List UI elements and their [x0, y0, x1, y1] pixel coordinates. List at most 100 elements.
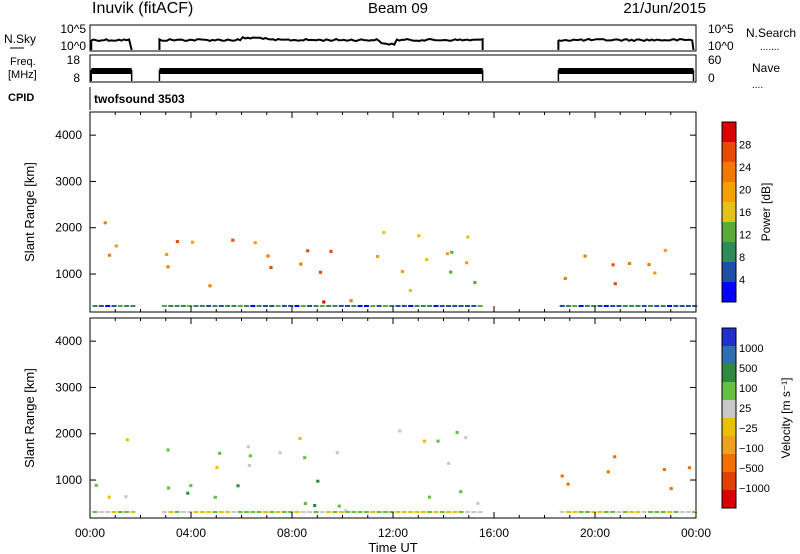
heatmap-cell [382, 511, 388, 513]
heatmap-cell [439, 511, 445, 513]
colorbar-swatch [722, 262, 736, 282]
heatmap-cell [613, 455, 617, 459]
heatmap-cell [332, 305, 338, 307]
heatmap-cell [395, 511, 401, 513]
colorbar-tick-label: 16 [739, 207, 751, 219]
heatmap-cell [477, 511, 483, 513]
heatmap-cell [560, 474, 564, 478]
heatmap-cell [420, 305, 426, 307]
heatmap-cell [247, 464, 251, 467]
heatmap-cell [446, 305, 451, 307]
freq-trace [90, 68, 695, 81]
heatmap-cell [300, 511, 306, 513]
freq-label: Freq. [10, 56, 36, 68]
heatmap-cell [654, 305, 660, 307]
heatmap-cell [679, 511, 685, 513]
heatmap-cell [105, 305, 111, 307]
x-tick-label: 00:00 [75, 526, 105, 540]
heatmap-cell [439, 305, 445, 307]
freq-unit: [MHz] [8, 69, 37, 81]
heatmap-cell [641, 305, 647, 307]
heatmap-cell [117, 511, 123, 513]
heatmap-cell [187, 305, 193, 307]
heatmap-cell [452, 511, 458, 513]
heatmap-cell [225, 305, 231, 307]
heatmap-cell [248, 454, 252, 458]
heatmap-cell [332, 511, 338, 513]
heatmap-cell [218, 511, 224, 513]
heatmap-cell [307, 511, 313, 513]
heatmap-cell [349, 299, 353, 303]
heatmap-cell [307, 305, 313, 307]
heatmap-cell [667, 511, 672, 513]
y-tick-label: 4000 [55, 334, 82, 348]
heatmap-cell [591, 305, 597, 307]
heatmap-cell [124, 495, 128, 499]
nave-label: Nave [752, 61, 780, 75]
heatmap-cell [357, 305, 363, 307]
heatmap-cell [364, 305, 369, 307]
heatmap-cell [103, 221, 107, 225]
heatmap-cell [578, 511, 584, 513]
heatmap-cell [414, 511, 420, 513]
heatmap-cell [616, 305, 622, 307]
heatmap-cell [420, 511, 426, 513]
heatmap-cell [193, 305, 199, 307]
heatmap-cell [98, 305, 104, 307]
heatmap-cell [92, 305, 98, 307]
heatmap-cell [208, 284, 212, 288]
heatmap-cell [199, 305, 205, 307]
heatmap-cell [669, 487, 673, 491]
heatmap-cell [445, 252, 450, 256]
heatmap-cell [338, 305, 344, 307]
heatmap-cell [597, 511, 603, 513]
heatmap-cell [566, 511, 571, 513]
heatmap-cell [663, 248, 667, 252]
heatmap-cell [288, 511, 294, 513]
heatmap-cell [187, 511, 193, 513]
heatmap-cell [275, 305, 281, 307]
heatmap-cell [465, 511, 470, 513]
x-tick-labels: 00:00 04:00 08:00 12:00 16:00 20:00 00:00 [75, 526, 711, 540]
date-title: 21/Jun/2015 [623, 0, 706, 17]
heatmap-cell [603, 305, 609, 307]
heatmap-cell [199, 511, 205, 513]
freq-segment [558, 68, 694, 74]
heatmap-cell [162, 511, 167, 513]
power-panel: Slant Range [km] 1000 2000 3000 4000 [22, 111, 698, 313]
heatmap-cell [563, 277, 567, 280]
heatmap-cell [376, 511, 382, 513]
heatmap-cell [591, 511, 597, 513]
x-tick-label: 12:00 [378, 526, 408, 540]
heatmap-cell [471, 305, 477, 307]
heatmap-cell [180, 305, 186, 307]
heatmap-cell [584, 511, 590, 513]
colorbar-tick-label: 4 [739, 275, 745, 287]
heatmap-cell [322, 300, 326, 304]
heatmap-cell [124, 511, 130, 513]
heatmap-cell [687, 466, 691, 470]
heatmap-cell [256, 511, 262, 513]
heatmap-cell [622, 305, 628, 307]
colorbar-swatch [722, 490, 736, 508]
heatmap-cell [212, 305, 218, 307]
heatmap-cell [278, 451, 282, 455]
power-y-axis-label: Slant Range [km] [22, 162, 37, 262]
heatmap-cell [345, 511, 350, 513]
y-tick-label: 3000 [55, 380, 82, 394]
heatmap-cell [351, 305, 357, 307]
heatmap-cell [395, 305, 401, 307]
heatmap-cell [667, 305, 672, 307]
heatmap-cell [417, 234, 421, 238]
heatmap-cell [613, 282, 617, 286]
heatmap-cell [465, 305, 470, 307]
colorbar-swatch [722, 472, 736, 490]
heatmap-cell [427, 511, 433, 513]
heatmap-cell [433, 511, 439, 513]
heatmap-cell [382, 305, 388, 307]
heatmap-cell [629, 511, 635, 513]
heatmap-cell [370, 511, 376, 513]
heatmap-cell [647, 263, 651, 267]
heatmap-cell [641, 511, 647, 513]
colorbar-tick-label: −100 [739, 443, 764, 455]
